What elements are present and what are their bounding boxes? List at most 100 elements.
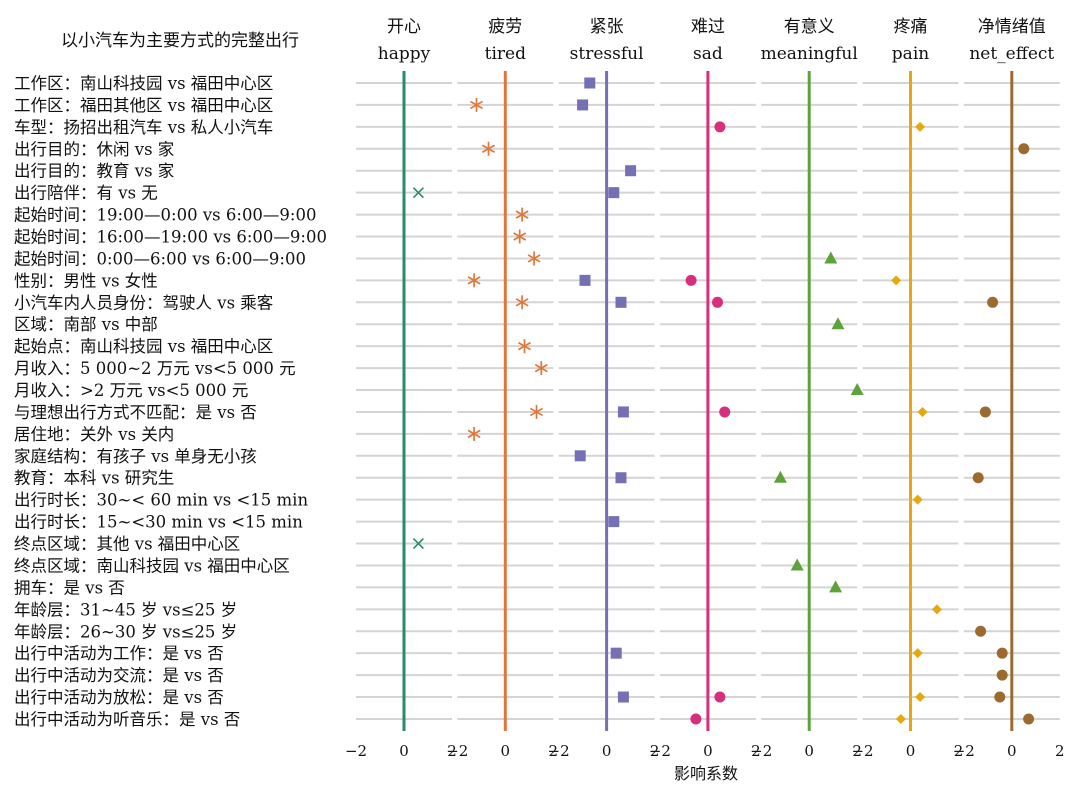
point-marker-circle [972,472,984,484]
row-label: 起始时间：0:00—6:00 vs 6:00—9:00 [14,249,306,268]
panel-net_effect: 净情绪值 net_effect −2 0 2 [953,17,1065,760]
row-label: 区域：南部 vs 中部 [14,315,158,334]
point-marker-diamond [895,713,906,724]
point-marker-diamond [891,275,902,286]
row-label: 月收入：5 000~2 万元 vs<5 000 元 [14,359,296,378]
point-marker-circle [1018,143,1030,155]
point-marker-triangle [824,251,838,264]
point-marker-square [579,274,591,286]
point-marker-diamond [931,604,942,615]
point-marker-circle [996,647,1008,659]
x-tick-label: −2 [345,742,367,760]
point-marker-asterisk [482,141,495,156]
row-label: 家庭结构：有孩子 vs 单身无小孩 [14,447,257,466]
x-tick-label: 2 [447,742,457,760]
point-marker-asterisk [534,361,548,376]
row-label: 起始时间：19:00—0:00 vs 6:00—9:00 [14,206,317,225]
point-marker-diamond [915,121,926,132]
x-tick-label: 2 [751,742,761,760]
point-marker-circle [987,296,999,308]
point-marker-asterisk [515,207,529,222]
point-marker-square [625,165,637,177]
row-label: 车型：扬招出租汽车 vs 私人小汽车 [14,118,273,137]
panel-title-en: stressful [570,44,644,64]
panel-title-en: meaningful [761,44,858,64]
point-marker-asterisk [467,273,481,288]
x-tick-label: 0 [501,742,511,760]
point-marker-diamond [917,406,928,417]
row-label: 居住地：关外 vs 关内 [14,425,174,444]
panel-sad: 难过 sad −2 0 2 [649,17,761,760]
point-marker-square [608,187,620,199]
x-tick-label: −2 [649,742,671,760]
point-marker-asterisk [515,295,529,310]
point-marker-triangle [829,580,843,593]
panel-meaningful: 有意义 meaningful −2 0 2 [750,17,864,760]
point-marker-square [617,691,629,703]
point-marker-asterisk [470,97,483,112]
x-tick-label: 0 [804,742,814,760]
x-tick-label: 2 [650,742,660,760]
point-marker-square [617,406,629,418]
x-tick-label: 2 [549,742,559,760]
row-label: 出行目的：教育 vs 家 [14,162,174,181]
point-marker-circle [975,625,987,637]
row-label: 月收入：>2 万元 vs<5 000 元 [14,381,248,400]
row-label: 性别：男性 vs 女性 [14,271,158,290]
panel-title-en: tired [485,44,526,64]
panel-title-en: pain [892,44,929,64]
x-tick-label: −2 [446,742,468,760]
point-marker-triangle [831,317,845,330]
point-marker-asterisk [527,251,541,266]
point-marker-asterisk [518,339,531,354]
point-marker-square [615,296,627,308]
point-marker-square [608,516,620,528]
panel-pain: 疼痛 pain −2 0 2 [851,17,963,760]
row-label: 小汽车内人员身份：驾驶人 vs 乘客 [14,293,273,312]
panel-title-cn: 开心 [387,17,421,37]
panel-happy: 开心 happy −2 0 2 [345,17,457,760]
panel-title-en: happy [378,44,431,64]
x-tick-label: −2 [750,742,772,760]
row-label: 终点区域：南山科技园 vs 福田中心区 [14,556,290,575]
point-marker-asterisk [467,426,481,441]
panel-stressful: 紧张 stressful −2 0 2 [548,17,660,760]
x-axis-label: 影响系数 [674,764,738,783]
point-marker-square [615,472,627,484]
row-label: 终点区域：其他 vs 福田中心区 [14,535,240,554]
point-marker-diamond [915,692,926,703]
row-label: 出行中活动为工作：是 vs 否 [14,644,224,663]
point-marker-circle [979,406,991,418]
point-marker-x [412,187,424,199]
x-tick-label: 0 [1007,742,1017,760]
x-tick-label: 0 [602,742,612,760]
panel-title-cn: 疲劳 [488,17,522,37]
x-tick-label: −2 [851,742,873,760]
point-marker-square [610,647,622,659]
point-marker-circle [685,274,697,286]
point-marker-circle [719,406,731,418]
row-label: 年龄层：26~30 岁 vs≤25 岁 [14,622,237,641]
x-tick-label: 2 [1055,742,1065,760]
panel-title-cn: 有意义 [784,17,835,37]
row-label: 起始点：南山科技园 vs 福田中心区 [14,337,273,356]
x-tick-label: 0 [399,742,409,760]
x-tick-label: 2 [954,742,964,760]
row-label: 出行时长：30~< 60 min vs <15 min [14,491,308,510]
point-marker-circle [714,121,726,133]
point-marker-diamond [912,494,923,505]
point-marker-x [412,537,424,550]
x-tick-label: 0 [906,742,916,760]
point-marker-circle [714,691,726,703]
point-marker-circle [996,669,1008,681]
row-label: 出行时长：15~<30 min vs <15 min [14,513,303,532]
point-marker-triangle [790,558,804,571]
point-marker-triangle [850,383,864,396]
point-marker-asterisk [530,404,543,419]
row-label: 出行目的：休闲 vs 家 [14,140,174,159]
point-marker-asterisk [513,229,527,244]
panel-tired: 疲劳 tired −2 0 2 [446,17,558,760]
panel-title-cn: 疼痛 [894,17,928,37]
row-label: 出行中活动为放松：是 vs 否 [14,688,224,707]
x-tick-label: −2 [953,742,975,760]
